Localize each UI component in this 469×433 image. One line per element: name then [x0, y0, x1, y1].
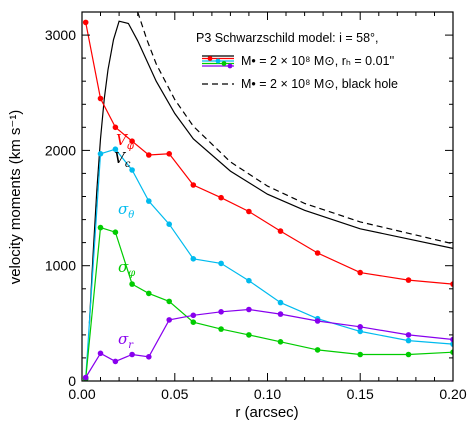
series-2-point-9: [277, 339, 284, 345]
series-line-3: [85, 308, 453, 378]
series-1-point-11: [357, 328, 364, 335]
series-0: [82, 19, 453, 287]
plot-series: [82, 19, 453, 381]
x-tick-label: 0.15: [347, 386, 374, 402]
axis-tick-labels: 0.00 0.05 0.10 0.15 0.20 0 1000 2000 3000: [45, 27, 467, 402]
label-vphi: Vφ: [116, 131, 134, 152]
series-1-point-8: [246, 277, 252, 284]
curve-vc-solid: [88, 20, 453, 324]
series-2-point-1: [97, 224, 104, 231]
series-3-point-0: [82, 374, 89, 381]
axis-ticks: [81, 11, 454, 382]
series-3-point-5: [166, 317, 172, 323]
series-1-point-12: [405, 337, 412, 344]
series-0-point-13: [450, 281, 453, 287]
series-3-point-12: [405, 332, 412, 338]
series-0-point-9: [277, 228, 284, 234]
series-2-point-5: [166, 298, 172, 305]
plot-curves: [88, 12, 453, 324]
series-1-point-4: [146, 198, 152, 204]
label-sigma-theta: σθ: [118, 200, 134, 221]
series-line-2: [85, 226, 453, 379]
series-2: [82, 224, 453, 381]
series-3-point-7: [218, 309, 224, 315]
legend: P3 Schwarzschild model: i = 58°, M• = 2 …: [196, 31, 398, 91]
series-0-point-8: [246, 208, 252, 215]
series-2-point-13: [450, 349, 453, 355]
legend-entry-2: M• = 2 × 10⁸ M⊙, black hole: [241, 77, 398, 91]
series-0-point-10: [314, 250, 321, 256]
series-1-point-13: [450, 341, 453, 347]
series-3-point-1: [97, 350, 104, 357]
y-tick-label: 2000: [45, 142, 76, 158]
series-1-point-2: [112, 146, 119, 152]
series-line-0: [85, 22, 453, 285]
series-2-point-2: [112, 229, 119, 235]
series-0-point-4: [146, 152, 152, 158]
series-1-point-1: [97, 151, 104, 157]
series-labels: Vc Vφ σθ σφ σr: [114, 131, 135, 351]
y-tick-label: 1000: [45, 258, 76, 274]
series-0-point-7: [218, 194, 224, 201]
series-0-point-0: [82, 19, 89, 26]
x-tick-label: 0.20: [439, 386, 466, 402]
series-2-point-11: [357, 351, 364, 358]
series-3-point-9: [277, 311, 284, 317]
x-tick-label: 0.10: [254, 386, 281, 402]
y-axis-label: velocity moments (km s⁻¹): [7, 110, 24, 285]
series-0-point-3: [129, 138, 135, 144]
label-vc: Vc: [114, 149, 131, 170]
series-0-point-11: [357, 269, 364, 276]
legend-entry-1: M• = 2 × 10⁸ M⊙, rₕ = 0.01'': [241, 54, 394, 68]
legend-swatch-colored: [202, 55, 234, 69]
series-2-point-3: [129, 281, 135, 287]
series-3-point-2: [112, 358, 119, 365]
series-3-point-6: [190, 312, 197, 319]
series-3-point-8: [246, 306, 252, 313]
series-2-point-6: [190, 319, 197, 326]
series-1-point-3: [129, 167, 135, 173]
x-tick-label: 0.00: [68, 386, 95, 402]
series-3: [82, 306, 453, 381]
series-0-point-5: [166, 151, 172, 157]
series-0-point-6: [190, 182, 197, 188]
series-3-point-11: [357, 324, 364, 330]
series-1-point-6: [190, 255, 197, 262]
series-1-point-9: [277, 299, 284, 306]
series-1: [82, 146, 453, 381]
series-1-point-5: [166, 221, 172, 227]
label-sigma-r: σr: [118, 330, 134, 351]
series-2-point-7: [218, 326, 224, 332]
series-0-point-2: [112, 124, 119, 131]
y-tick-label: 0: [68, 373, 76, 389]
series-2-point-12: [405, 351, 412, 358]
series-3-point-10: [314, 318, 321, 324]
x-tick-label: 0.05: [161, 386, 188, 402]
y-tick-label: 3000: [45, 27, 76, 43]
series-3-point-13: [450, 336, 453, 343]
curve-black-hole-dashed: [137, 12, 453, 245]
series-2-point-10: [314, 347, 321, 353]
series-line-1: [85, 148, 453, 379]
series-2-point-4: [146, 290, 152, 297]
series-3-point-3: [129, 351, 135, 358]
series-0-point-1: [97, 95, 104, 102]
label-sigma-phi: σφ: [118, 258, 135, 279]
series-0-point-12: [405, 277, 412, 283]
series-2-point-8: [246, 332, 252, 338]
series-3-point-4: [146, 354, 152, 360]
legend-title: P3 Schwarzschild model: i = 58°,: [196, 31, 379, 45]
x-axis-label: r (arcsec): [235, 404, 298, 421]
series-1-point-7: [218, 260, 224, 267]
